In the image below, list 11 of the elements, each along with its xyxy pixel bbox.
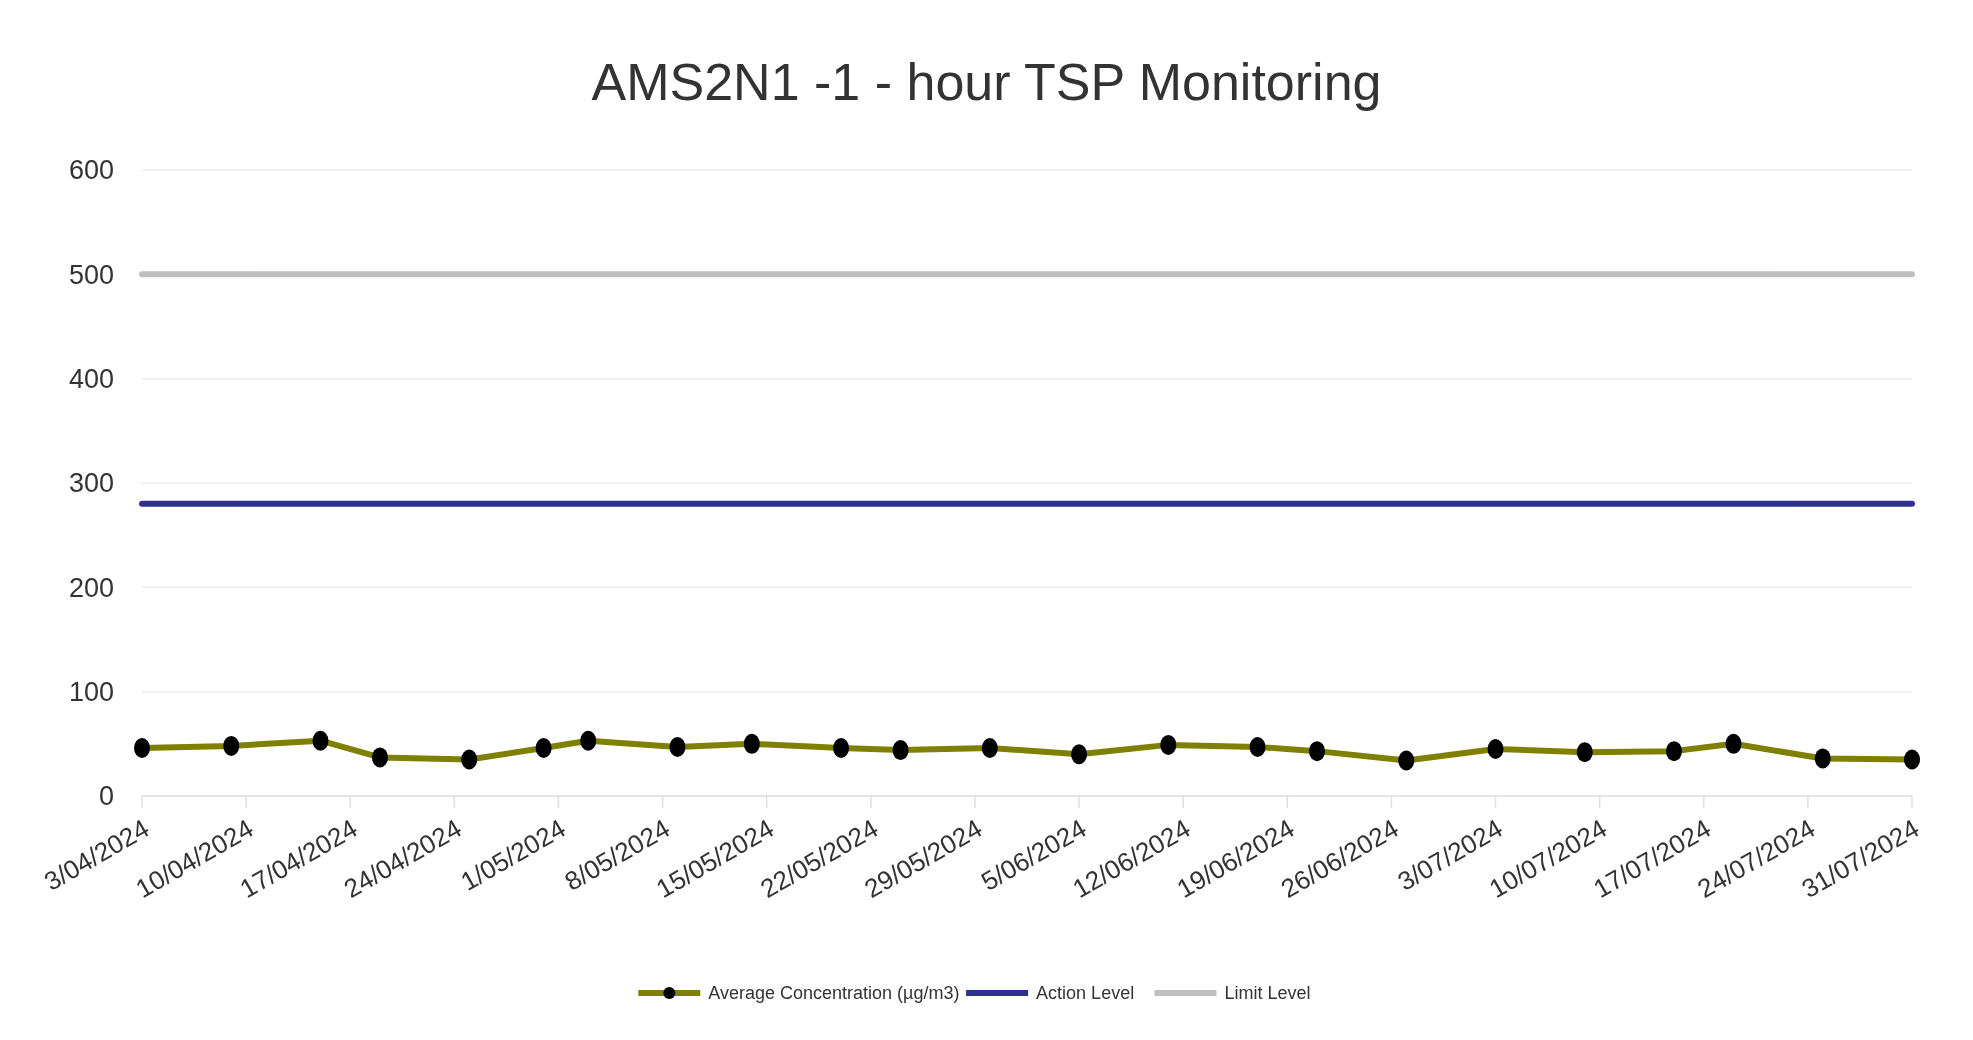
y-tick-label: 500 <box>68 259 114 290</box>
y-tick-label: 600 <box>68 155 114 186</box>
y-tick-label: 0 <box>98 781 114 812</box>
legend-label: Limit Level <box>1224 983 1311 1004</box>
legend-label: Average Concentration (µg/m3) <box>708 983 960 1004</box>
legend-label: Action Level <box>1036 983 1135 1004</box>
y-tick-label: 100 <box>68 677 114 708</box>
y-tick-label: 200 <box>68 572 114 603</box>
y-tick-label: 400 <box>68 364 114 395</box>
chart-title: AMS2N1 -1 - hour TSP Monitoring <box>591 53 1382 111</box>
y-tick-label: 300 <box>68 468 114 499</box>
